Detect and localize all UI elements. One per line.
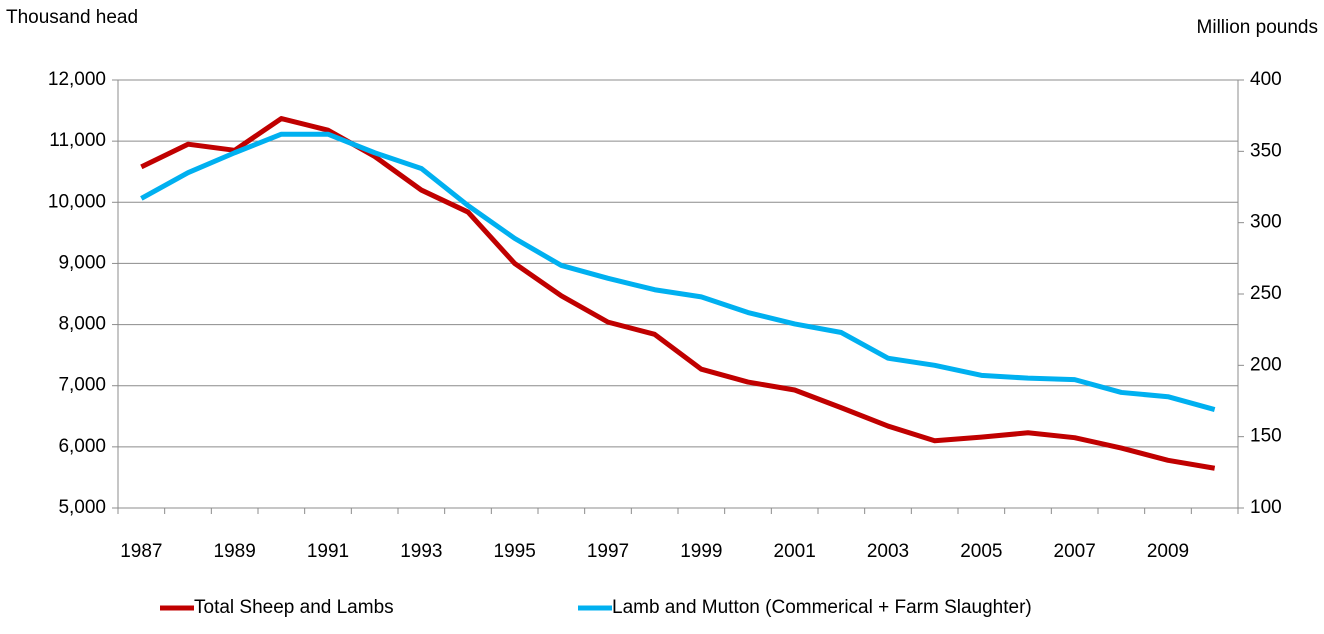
y-tick-label: 10,000 xyxy=(48,191,106,212)
y2-tick-label: 100 xyxy=(1250,497,1282,518)
y-tick-label: 7,000 xyxy=(58,375,106,396)
x-tick-label: 1997 xyxy=(587,541,629,562)
x-tick-label: 1987 xyxy=(120,541,162,562)
x-tick-label: 2001 xyxy=(774,541,816,562)
x-tick-label: 1995 xyxy=(494,541,536,562)
y2-tick-label: 400 xyxy=(1250,69,1282,90)
x-tick-label: 1989 xyxy=(214,541,256,562)
x-tick-label: 1991 xyxy=(307,541,349,562)
legend-label: Lamb and Mutton (Commerical + Farm Slaug… xyxy=(612,597,1032,618)
y2-tick-label: 150 xyxy=(1250,426,1282,447)
y-tick-label: 11,000 xyxy=(49,130,106,151)
y-tick-label: 8,000 xyxy=(58,314,106,335)
series-line xyxy=(140,131,1216,412)
y-tick-label: 9,000 xyxy=(58,252,106,273)
x-tick-label: 2005 xyxy=(960,541,1002,562)
x-tick-label: 1993 xyxy=(400,541,442,562)
y2-tick-label: 250 xyxy=(1250,283,1282,304)
y2-axis-title: Million pounds xyxy=(1197,17,1318,38)
y2-tick-label: 350 xyxy=(1250,140,1282,161)
x-tick-label: 2009 xyxy=(1147,541,1189,562)
y-tick-label: 12,000 xyxy=(48,69,106,90)
x-tick-label: 2007 xyxy=(1054,541,1096,562)
y-tick-label: 5,000 xyxy=(58,497,106,518)
y2-tick-label: 300 xyxy=(1250,212,1282,233)
y2-tick-label: 200 xyxy=(1250,354,1282,375)
y-tick-label: 6,000 xyxy=(58,436,106,457)
legend-label: Total Sheep and Lambs xyxy=(194,597,394,618)
series-line xyxy=(140,116,1216,471)
x-tick-label: 2003 xyxy=(867,541,909,562)
y-axis-title: Thousand head xyxy=(6,7,138,28)
x-tick-label: 1999 xyxy=(680,541,722,562)
